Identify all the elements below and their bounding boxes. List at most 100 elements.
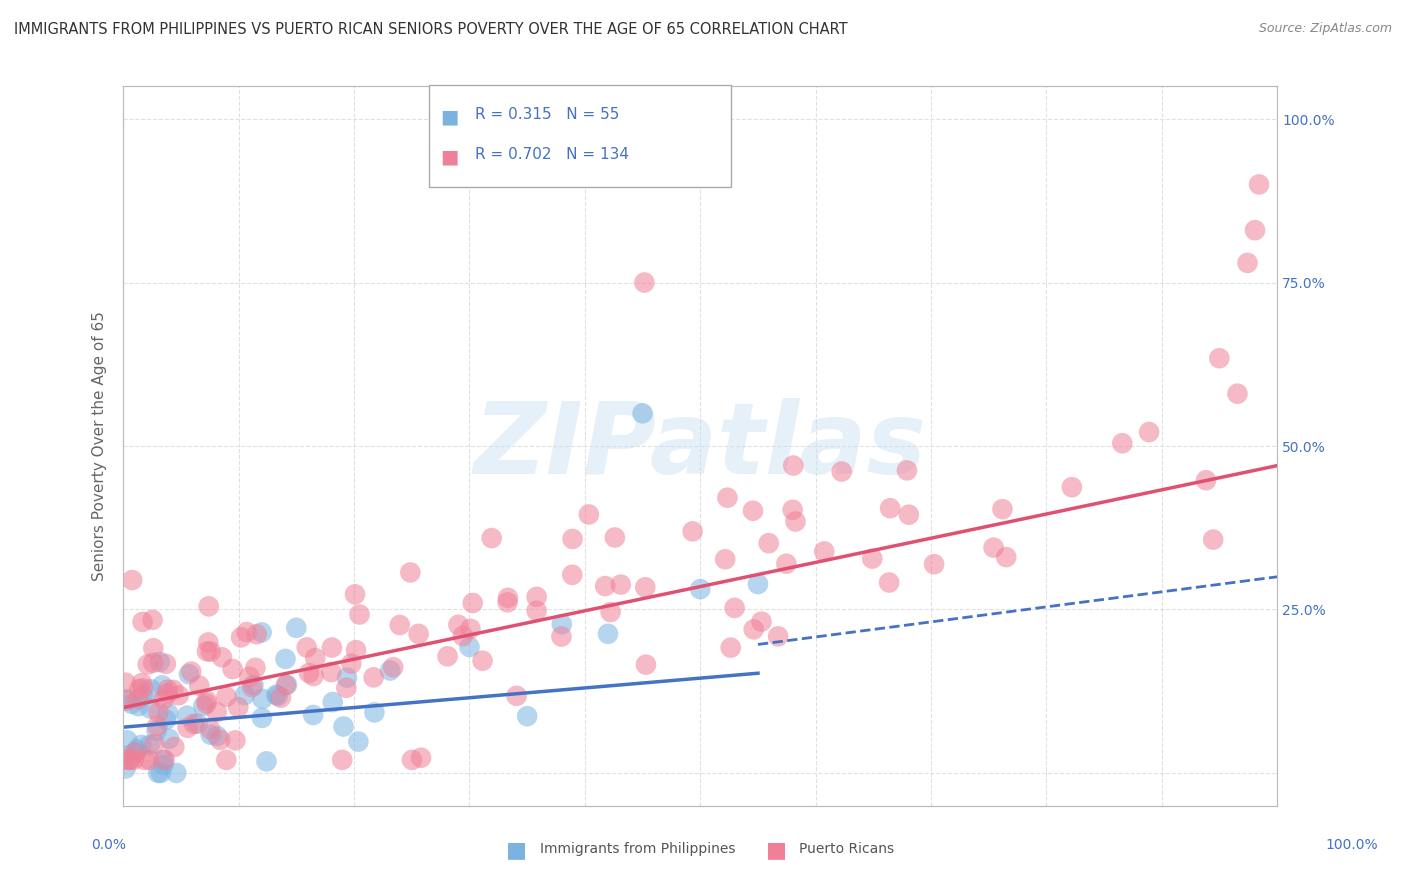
Point <box>157 731 180 746</box>
Point <box>127 692 149 706</box>
Point <box>758 536 780 550</box>
Point <box>274 652 297 666</box>
Point <box>897 508 920 522</box>
Point <box>176 721 198 735</box>
Point <box>195 694 218 708</box>
Point <box>200 728 222 742</box>
Point <box>458 640 481 654</box>
Point <box>321 665 343 679</box>
Point <box>235 625 257 640</box>
Point <box>134 753 156 767</box>
Point <box>596 627 619 641</box>
Point <box>250 711 273 725</box>
Point <box>176 708 198 723</box>
Point <box>526 604 548 618</box>
Point <box>131 676 153 690</box>
Point <box>215 753 238 767</box>
Point <box>221 662 243 676</box>
Point <box>634 657 657 672</box>
Point <box>155 713 177 727</box>
Point <box>193 698 215 713</box>
Point <box>256 755 278 769</box>
Point <box>250 625 273 640</box>
Text: 0.0%: 0.0% <box>91 838 127 853</box>
Point <box>460 622 482 636</box>
Text: Immigrants from Philippines: Immigrants from Philippines <box>540 842 735 856</box>
Point <box>496 591 519 605</box>
Point <box>922 558 945 572</box>
Point <box>304 651 326 665</box>
Point <box>550 630 572 644</box>
Point <box>139 682 162 697</box>
Point <box>156 686 179 700</box>
Point <box>121 697 143 711</box>
Point <box>593 579 616 593</box>
Point <box>295 640 318 655</box>
Point <box>349 607 371 622</box>
Y-axis label: Seniors Poverty Over the Age of 65: Seniors Poverty Over the Age of 65 <box>93 311 107 581</box>
Point <box>409 750 432 764</box>
Text: Puerto Ricans: Puerto Ricans <box>799 842 894 856</box>
Point <box>1247 178 1270 192</box>
Point <box>526 590 548 604</box>
Point <box>197 599 219 614</box>
Point <box>860 551 883 566</box>
Point <box>401 753 423 767</box>
Point <box>879 501 901 516</box>
Point <box>114 675 136 690</box>
Point <box>340 657 363 671</box>
Point <box>266 688 288 702</box>
Point <box>1111 436 1133 450</box>
Point <box>205 705 228 719</box>
Point <box>436 649 458 664</box>
Point <box>120 753 142 767</box>
Point <box>447 618 470 632</box>
Point <box>165 766 187 780</box>
Point <box>142 641 165 656</box>
Point <box>149 766 172 780</box>
Point <box>689 582 711 596</box>
Point <box>127 699 149 714</box>
Point <box>995 550 1018 565</box>
Point <box>117 692 139 706</box>
Point <box>782 503 804 517</box>
Point <box>115 753 138 767</box>
Point <box>122 753 145 767</box>
Text: 100.0%: 100.0% <box>1326 838 1378 853</box>
Point <box>156 706 179 720</box>
Point <box>148 706 170 720</box>
Point <box>156 682 179 697</box>
Point <box>233 688 256 702</box>
Point <box>633 276 655 290</box>
Point <box>322 695 344 709</box>
Point <box>336 671 359 685</box>
Point <box>242 678 264 692</box>
Point <box>991 502 1014 516</box>
Point <box>207 729 229 743</box>
Point <box>298 666 321 681</box>
Point <box>330 753 353 767</box>
Point <box>215 690 238 704</box>
Point <box>114 762 136 776</box>
Point <box>471 654 494 668</box>
Point <box>198 722 221 736</box>
Point <box>143 737 166 751</box>
Point <box>720 640 742 655</box>
Text: IMMIGRANTS FROM PHILIPPINES VS PUERTO RICAN SENIORS POVERTY OVER THE AGE OF 65 C: IMMIGRANTS FROM PHILIPPINES VS PUERTO RI… <box>14 22 848 37</box>
Text: Source: ZipAtlas.com: Source: ZipAtlas.com <box>1258 22 1392 36</box>
Point <box>551 617 574 632</box>
Point <box>983 541 1005 555</box>
Point <box>1195 473 1218 487</box>
Point <box>145 723 167 738</box>
Point <box>118 753 141 767</box>
Point <box>302 708 325 723</box>
Point <box>139 701 162 715</box>
Point <box>162 682 184 697</box>
Point <box>1137 425 1160 439</box>
Point <box>224 733 246 747</box>
Point <box>142 613 165 627</box>
Text: R = 0.702   N = 134: R = 0.702 N = 134 <box>475 147 630 162</box>
Point <box>152 758 174 772</box>
Point <box>138 738 160 752</box>
Point <box>195 644 218 658</box>
